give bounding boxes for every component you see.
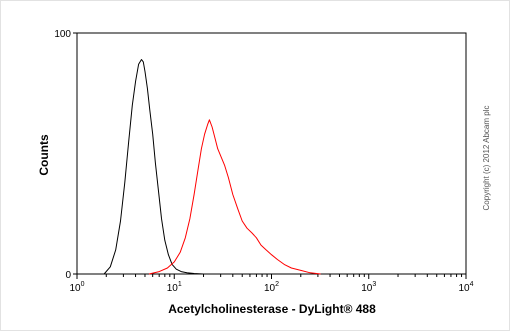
series-line-stained [148, 119, 321, 275]
x-tick-label: 103 [361, 281, 376, 294]
x-tick-label: 102 [264, 281, 279, 294]
x-axis-title: Acetylcholinesterase - DyLight® 488 [168, 302, 376, 316]
copyright-watermark: Copyright (c) 2012 Abcam plc [482, 106, 491, 211]
y-axis-title: Counts [37, 134, 51, 176]
series-line-control [103, 59, 204, 275]
y-tick-label: 0 [65, 270, 71, 281]
x-tick-label: 104 [458, 281, 473, 294]
x-tick-label: 100 [69, 281, 84, 294]
y-tick-label: 100 [54, 29, 71, 40]
plot-frame [76, 32, 467, 275]
x-tick-label: 101 [167, 281, 182, 294]
